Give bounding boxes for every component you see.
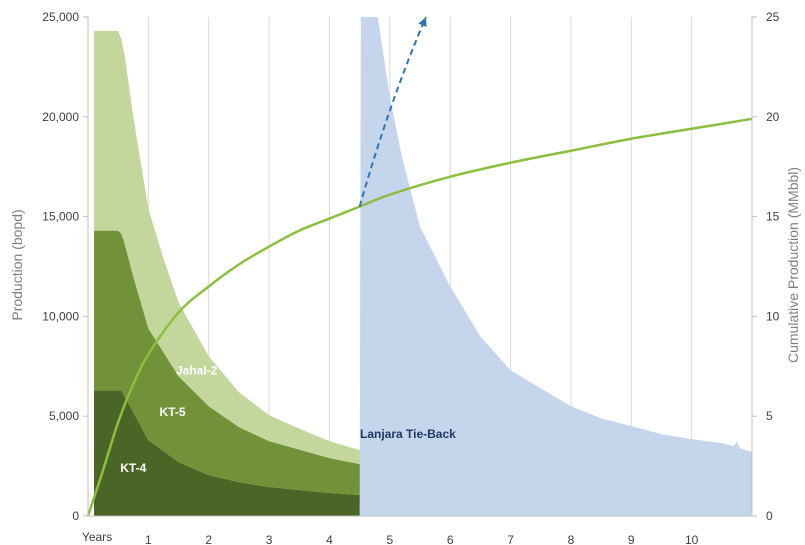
left-tick-label: 15,000	[42, 210, 79, 224]
cumulative-production-line	[86, 117, 753, 517]
chart-areas	[94, 17, 752, 516]
right-tick-label: 20	[766, 110, 780, 124]
dashed-arrow-head	[418, 17, 427, 28]
x-tick-label: 3	[266, 533, 273, 545]
left-tick-label: 10,000	[42, 309, 79, 323]
area-kt-4	[94, 390, 752, 516]
left-tick-label: 5,000	[49, 409, 79, 423]
area-label-kt-5: KT-5	[160, 405, 186, 419]
x-tick-label: 4	[326, 533, 333, 545]
x-origin-label: Years	[82, 530, 112, 544]
area-label-kt-4: KT-4	[120, 461, 146, 475]
right-tick-label: 15	[766, 210, 780, 224]
area-kt-5	[94, 230, 752, 506]
x-tick-label: 1	[145, 533, 152, 545]
left-tick-label: 25,000	[42, 10, 79, 24]
chart-lines	[86, 16, 753, 517]
right-tick-label: 25	[766, 10, 780, 24]
left-tick-label: 0	[72, 509, 79, 523]
x-tick-label: 7	[507, 533, 514, 545]
dashed-arrow-line	[358, 16, 427, 207]
right-axis-title: Cumulative Production (MMbbl)	[785, 167, 801, 363]
x-tick-label: 2	[205, 533, 212, 545]
left-axis-title: Production (bopd)	[9, 209, 25, 320]
area-jahal-2	[94, 30, 478, 481]
area-lanjara-tie-back	[359, 17, 752, 516]
chart-axes: 05,00010,00015,00020,00025,0000510152025…	[42, 10, 779, 545]
x-tick-label: 9	[628, 533, 635, 545]
right-tick-label: 10	[766, 309, 780, 323]
right-tick-label: 5	[766, 409, 773, 423]
x-tick-label: 10	[685, 533, 699, 545]
chart-area-labels: KT-4 KT-5 Jahal-2 Lanjara Tie-Back	[120, 363, 456, 475]
x-tick-label: 6	[447, 533, 454, 545]
x-tick-label: 8	[568, 533, 575, 545]
area-label-jahal-2: Jahal-2	[176, 363, 218, 377]
area-label-lanjara-tie-back: Lanjara Tie-Back	[360, 427, 456, 441]
left-tick-label: 20,000	[42, 110, 79, 124]
x-tick-label: 5	[386, 533, 393, 545]
right-tick-label: 0	[766, 509, 773, 523]
